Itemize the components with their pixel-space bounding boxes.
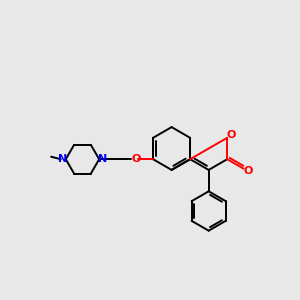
Text: O: O (243, 166, 253, 176)
Text: O: O (227, 130, 236, 140)
Text: N: N (58, 154, 68, 164)
Text: N: N (98, 154, 107, 164)
Text: O: O (131, 154, 140, 164)
